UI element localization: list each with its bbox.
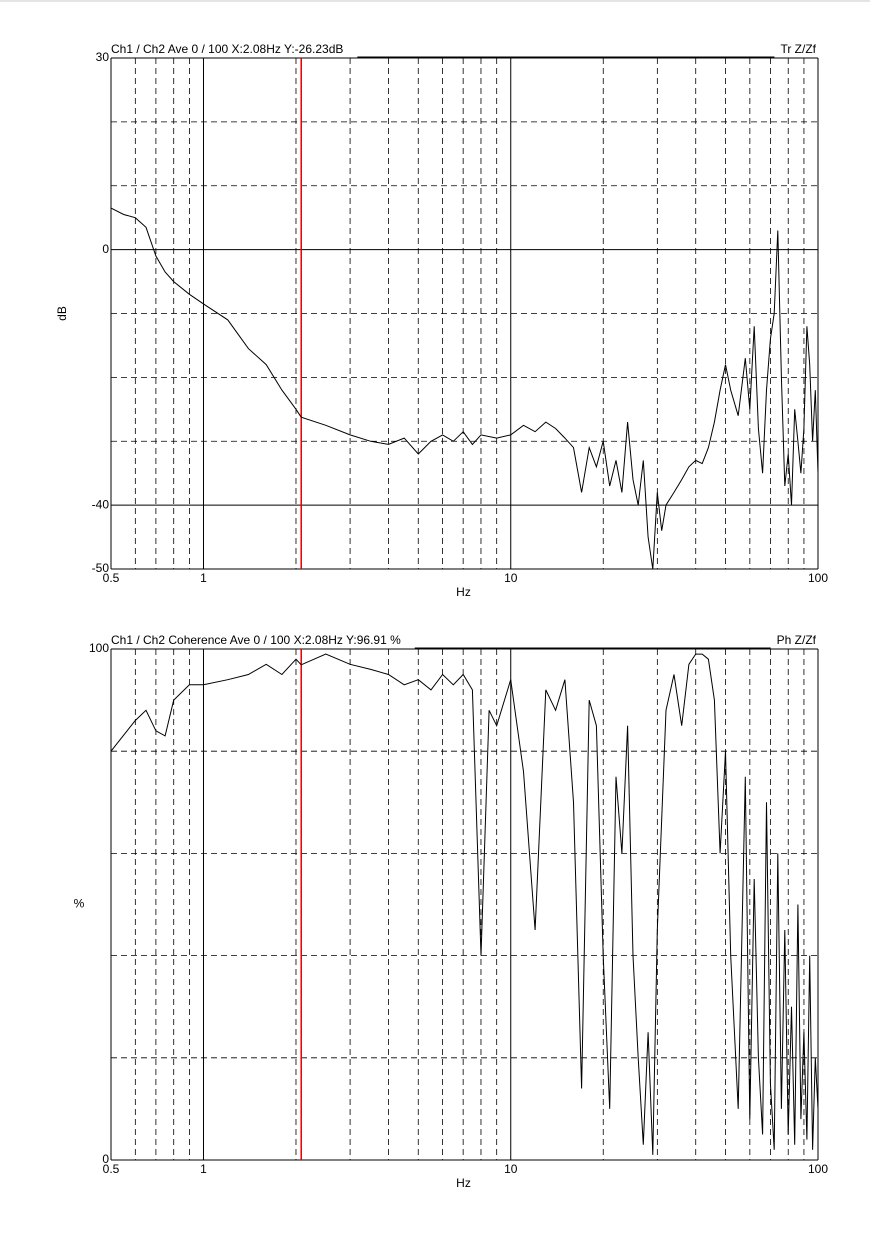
y-axis-label: dB — [55, 306, 69, 321]
y-tick-label: 0 — [102, 1152, 109, 1166]
x-tick-label: 10 — [504, 571, 518, 585]
y-axis-label: % — [74, 897, 85, 911]
x-tick-label: 100 — [808, 1162, 828, 1176]
x-axis-label: Hz — [456, 1176, 471, 1190]
x-tick-label: 0.5 — [103, 571, 120, 585]
chart-header: Ch1 / Ch2 Ave 0 / 100 X:2.08Hz Y:-26.23d… — [111, 42, 343, 56]
y-tick-label: 100 — [89, 641, 109, 655]
x-tick-label: 10 — [504, 1162, 518, 1176]
data-line — [110, 207, 819, 570]
chart-header: Ch1 / Ch2 Coherence Ave 0 / 100 X:2.08Hz… — [111, 633, 401, 647]
x-tick-label: 1 — [200, 571, 207, 585]
y-tick-label: 30 — [96, 50, 110, 64]
y-tick-label: 0 — [102, 242, 109, 256]
chart-right-label: Ph Z/Zf — [777, 633, 817, 647]
y-tick-label: -40 — [92, 497, 110, 511]
x-tick-label: 100 — [808, 571, 828, 585]
x-axis-label: Hz — [456, 585, 471, 599]
y-tick-label: -50 — [92, 561, 110, 575]
chart-right-label: Tr Z/Zf — [780, 42, 816, 56]
data-line — [110, 653, 819, 1155]
x-tick-label: 1 — [200, 1162, 207, 1176]
x-tick-label: 0.5 — [103, 1162, 120, 1176]
